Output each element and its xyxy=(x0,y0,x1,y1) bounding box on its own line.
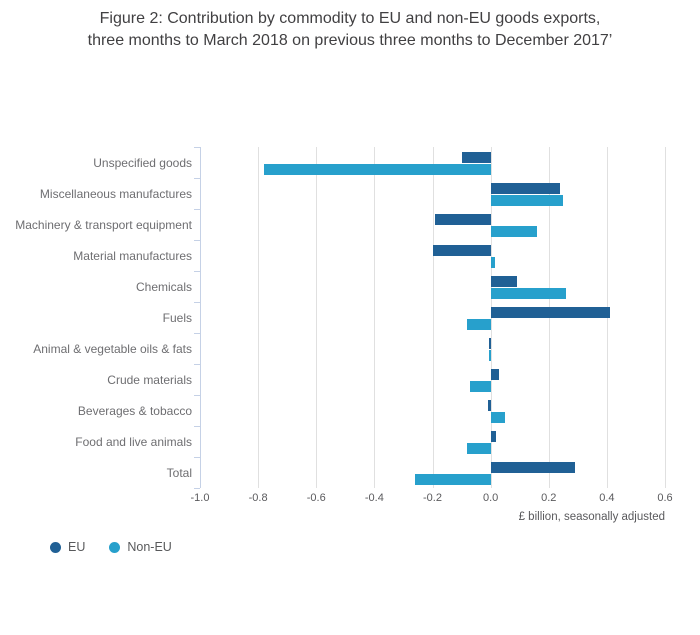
figure-title: Figure 2: Contribution by commodity to E… xyxy=(0,8,700,52)
bar-eu xyxy=(490,307,610,318)
y-axis-tick xyxy=(194,457,200,458)
category-row xyxy=(200,333,665,364)
gridline xyxy=(374,147,376,488)
category-label: Fuels xyxy=(162,310,192,325)
x-tick-label: 0.4 xyxy=(599,492,615,504)
category-label: Material manufactures xyxy=(73,248,192,263)
bar-eu xyxy=(435,214,491,225)
gridline xyxy=(316,147,318,488)
x-axis-unit-label: £ billion, seasonally adjusted xyxy=(518,511,665,523)
category-row xyxy=(200,240,665,271)
y-axis-tick xyxy=(194,147,200,148)
gridline xyxy=(665,147,666,488)
plot-area xyxy=(200,147,665,488)
category-label: Animal & vegetable oils & fats xyxy=(33,341,192,356)
x-tick-label: -0.8 xyxy=(248,492,268,504)
bar-eu xyxy=(490,369,500,380)
x-tick-label: -1.0 xyxy=(190,492,210,504)
y-axis-tick xyxy=(194,426,200,427)
bar-non-eu xyxy=(489,350,491,361)
y-axis-tick xyxy=(194,271,200,272)
figure-title-line1: Figure 2: Contribution by commodity to E… xyxy=(99,10,601,27)
category-labels: Unspecified goods Miscellaneous manufactu… xyxy=(0,147,192,488)
category-label: Miscellaneous manufactures xyxy=(39,186,192,201)
legend: EU Non-EU xyxy=(50,540,172,554)
category-row xyxy=(200,426,665,457)
category-label: Chemicals xyxy=(135,279,192,294)
bar-non-eu xyxy=(490,226,538,237)
category-row xyxy=(200,302,665,333)
bar-eu xyxy=(489,338,491,349)
x-tick-label: 0.2 xyxy=(541,492,557,504)
bar-non-eu xyxy=(490,412,506,423)
category-row xyxy=(200,395,665,426)
category-label: Machinery & transport equipment xyxy=(15,217,192,232)
gridline xyxy=(432,147,434,488)
bar-non-eu xyxy=(263,164,491,175)
bar-non-eu xyxy=(467,443,491,454)
bar-eu xyxy=(432,245,491,256)
y-axis-tick xyxy=(194,302,200,303)
y-axis-tick xyxy=(194,333,200,334)
y-axis-tick xyxy=(194,395,200,396)
x-tick-label: -0.6 xyxy=(306,492,326,504)
bar-non-eu xyxy=(467,319,491,330)
bar-eu xyxy=(461,152,491,163)
bar-non-eu xyxy=(490,257,495,268)
category-row xyxy=(200,147,665,178)
bar-non-eu xyxy=(490,288,567,299)
y-axis-tick xyxy=(194,488,200,489)
bar-eu xyxy=(490,183,561,194)
bar-non-eu xyxy=(490,195,564,206)
y-axis-tick xyxy=(194,364,200,365)
category-label: Food and live animals xyxy=(75,434,192,449)
legend-label: Non-EU xyxy=(127,540,172,554)
bar-non-eu xyxy=(470,381,491,392)
category-row xyxy=(200,457,665,488)
category-row xyxy=(200,209,665,240)
y-axis-tick xyxy=(194,178,200,179)
x-tick-label: -0.4 xyxy=(364,492,384,504)
x-tick-label: 0.0 xyxy=(482,492,499,504)
category-label: Beverages & tobacco xyxy=(77,403,192,418)
x-tick-label: -0.2 xyxy=(423,492,442,504)
x-tick-label: 0.6 xyxy=(657,492,673,504)
legend-label: EU xyxy=(68,540,86,554)
category-row xyxy=(200,178,665,209)
legend-item-non-eu: Non-EU xyxy=(109,540,172,554)
bar-non-eu xyxy=(415,474,491,485)
bar-eu xyxy=(490,431,497,442)
y-axis-line xyxy=(200,147,201,488)
category-label: Crude materials xyxy=(107,372,192,387)
category-row xyxy=(200,364,665,395)
category-row xyxy=(200,271,665,302)
y-axis-tick xyxy=(194,240,200,241)
y-axis-tick xyxy=(194,209,200,210)
category-label: Total xyxy=(166,465,192,480)
legend-swatch-icon xyxy=(109,541,121,553)
x-axis-tick-labels: -1.0 -0.8 -0.6 -0.4 -0.2 0.0 0.2 0.4 0.6 xyxy=(191,492,673,506)
legend-swatch-icon xyxy=(50,541,61,553)
gridline xyxy=(258,147,260,488)
bar-eu xyxy=(487,400,491,411)
figure-title-line2: three months to March 2018 on previous t… xyxy=(87,32,613,49)
bar-eu xyxy=(490,276,517,287)
category-label: Unspecified goods xyxy=(93,155,192,170)
legend-item-eu: EU xyxy=(50,540,85,554)
bar-eu xyxy=(490,462,575,473)
